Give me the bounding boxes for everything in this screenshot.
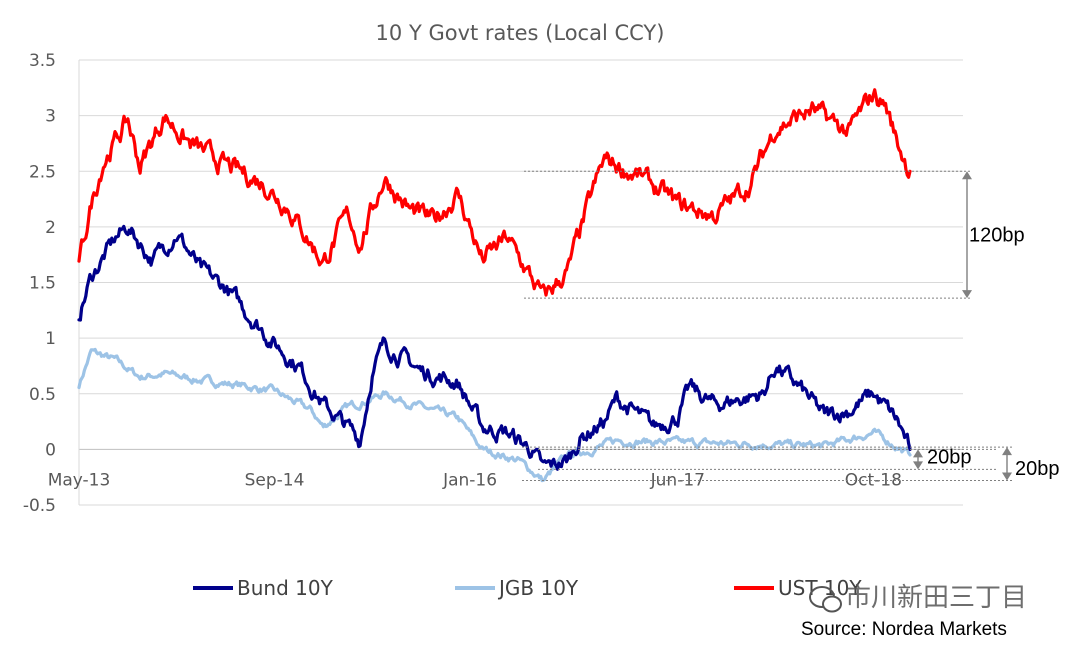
x-tick-label: Jun-17 bbox=[650, 470, 705, 490]
x-axis-ticks: May-13 Sep-14 Jan-16 Jun-17 Oct-18 bbox=[48, 470, 902, 490]
arrow-up-icon bbox=[1002, 447, 1012, 456]
y-axis-ticks: 3.5 3 2.5 2 1.5 1 0.5 0 -0.5 bbox=[23, 51, 56, 516]
arrow-down-icon bbox=[962, 290, 972, 299]
series-line-ust-10y bbox=[77, 88, 912, 297]
y-tick-label: 0.5 bbox=[29, 385, 56, 405]
series-line-bund-10y bbox=[77, 224, 912, 471]
legend: Bund 10Y JGB 10Y UST 10Y bbox=[193, 576, 862, 600]
legend-label: JGB 10Y bbox=[497, 576, 579, 600]
legend-label: Bund 10Y bbox=[237, 576, 334, 600]
x-tick-label: Sep-14 bbox=[245, 470, 305, 490]
x-tick-label: Jan-16 bbox=[442, 470, 497, 490]
arrow-up-icon bbox=[962, 171, 972, 180]
source-note: Source: Nordea Markets bbox=[801, 619, 1007, 640]
annotation-label: 20bp bbox=[927, 446, 972, 468]
arrow-down-icon bbox=[913, 461, 923, 470]
y-tick-label: 1.5 bbox=[29, 274, 56, 294]
y-tick-label: 3 bbox=[45, 107, 56, 127]
y-tick-label: 1 bbox=[45, 329, 56, 349]
annotation-label: 20bp bbox=[1015, 458, 1060, 480]
y-tick-label: 2 bbox=[45, 218, 56, 238]
annotations: 120bp 20bp 20bp bbox=[522, 170, 1060, 482]
series-lines bbox=[77, 88, 912, 483]
y-tick-label: -0.5 bbox=[23, 496, 56, 516]
grid-lines bbox=[79, 59, 963, 506]
watermark: 市川新田三丁目 bbox=[809, 583, 1027, 613]
y-tick-label: 3.5 bbox=[29, 51, 56, 71]
y-tick-label: 0 bbox=[45, 440, 56, 460]
arrow-down-icon bbox=[1002, 472, 1012, 481]
watermark-text: 市川新田三丁目 bbox=[845, 583, 1027, 613]
wechat-icon bbox=[809, 586, 842, 613]
chart-title: 10 Y Govt rates (Local CCY) bbox=[376, 21, 665, 45]
x-tick-label: May-13 bbox=[48, 470, 111, 490]
y-tick-label: 2.5 bbox=[29, 162, 56, 182]
x-tick-label: Oct-18 bbox=[845, 470, 902, 490]
arrow-up-icon bbox=[913, 449, 923, 458]
annotation-label: 120bp bbox=[969, 225, 1025, 247]
